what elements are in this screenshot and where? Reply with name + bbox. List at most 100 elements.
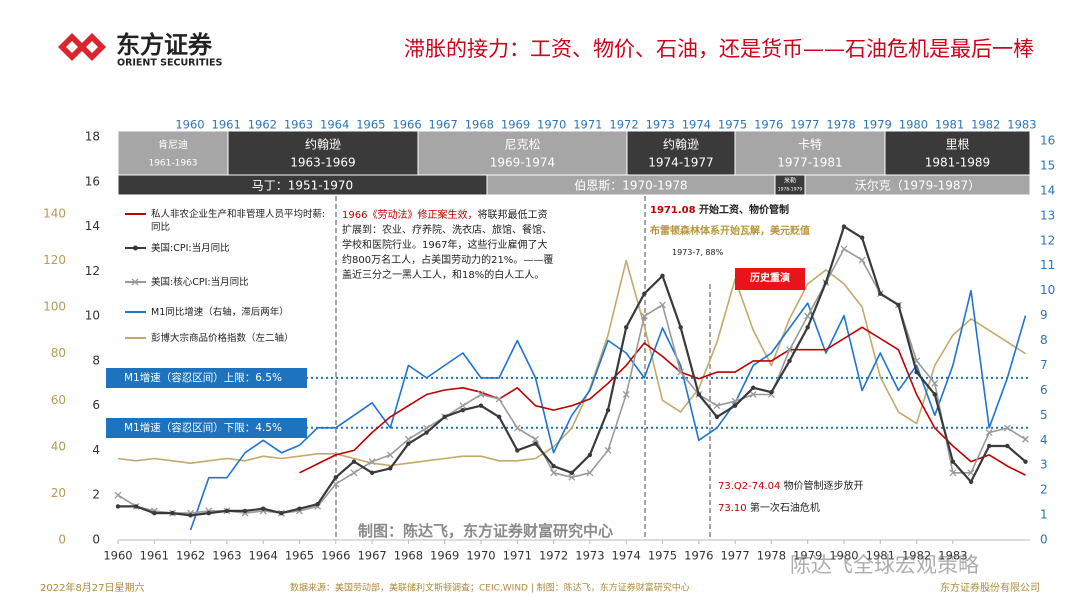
point bbox=[496, 414, 502, 420]
x-tick-label: 1980 bbox=[829, 549, 858, 563]
point bbox=[914, 369, 919, 375]
point bbox=[949, 469, 957, 477]
point bbox=[460, 407, 466, 413]
top-x-tick-label: 1965 bbox=[356, 118, 385, 132]
point bbox=[696, 392, 701, 397]
y3-tick-label: 40 bbox=[51, 439, 66, 453]
point bbox=[931, 379, 939, 387]
y2-tick-label: 12 bbox=[1040, 233, 1055, 247]
series-line bbox=[117, 259, 1026, 467]
point bbox=[459, 402, 467, 410]
release-text: 物价管制逐步放开 bbox=[783, 481, 864, 492]
point bbox=[659, 301, 666, 309]
top-x-tick-label: 1964 bbox=[320, 118, 349, 132]
top-x-tick-label: 1983 bbox=[1007, 118, 1036, 132]
point bbox=[533, 441, 538, 446]
top-x-tick-label: 1982 bbox=[971, 118, 1000, 132]
x-tick-label: 1961 bbox=[140, 549, 169, 563]
fed-name: 沃尔克（1979-1987） bbox=[855, 178, 980, 193]
top-x-tick-label: 1961 bbox=[212, 118, 241, 132]
point bbox=[967, 469, 975, 477]
law-note: 1966《劳动法》修正案生效，将联邦最低工资扩展到：农业、疗养院、洗衣店、旅馆、… bbox=[342, 208, 554, 283]
y2-tick-label: 3 bbox=[1040, 458, 1048, 472]
point bbox=[823, 280, 829, 285]
president-years: 1977-1981 bbox=[777, 156, 842, 170]
control-date: 1971.08 bbox=[650, 205, 696, 216]
point bbox=[587, 452, 593, 458]
control-text: 开始工资、物价管制 bbox=[699, 205, 790, 216]
y2-tick-label: 1 bbox=[1040, 508, 1048, 522]
y3-tick-label: 20 bbox=[51, 486, 66, 500]
president-name: 里根 bbox=[945, 138, 969, 152]
president-band bbox=[417, 130, 628, 176]
y-tick-label: 14 bbox=[85, 219, 100, 233]
top-x-tick-label: 1968 bbox=[465, 118, 494, 132]
point bbox=[786, 346, 794, 354]
logo-en: ORIENT SECURITIES bbox=[117, 58, 223, 69]
law-title: 1966《劳动法》修正案生效， bbox=[342, 210, 478, 221]
president-band bbox=[227, 130, 419, 176]
law-text: 将联邦最低工资扩展到：农业、疗养院、洗衣店、旅馆、餐馆、学校和医院行业。1967… bbox=[342, 210, 554, 281]
point bbox=[805, 325, 810, 330]
president-band bbox=[734, 130, 886, 176]
y2-tick-label: 13 bbox=[1040, 208, 1055, 222]
point bbox=[859, 235, 865, 240]
x-tick-label: 1978 bbox=[757, 549, 786, 563]
point bbox=[605, 407, 611, 413]
point bbox=[985, 429, 993, 436]
president-band bbox=[117, 130, 229, 176]
fed-years: 1978-1979 bbox=[778, 187, 803, 193]
fed-band bbox=[804, 174, 1031, 196]
point bbox=[968, 479, 974, 484]
fed-name: 马丁：1951-1970 bbox=[252, 179, 353, 193]
point bbox=[133, 504, 139, 509]
x-tick-label: 1977 bbox=[720, 549, 749, 563]
peak-note: 1973-7, 88% bbox=[672, 248, 724, 257]
point bbox=[804, 312, 812, 320]
maker-note: 制图：陈达飞，东方证券财富研究中心 bbox=[358, 522, 614, 540]
point bbox=[858, 256, 866, 264]
y2-tick-label: 10 bbox=[1040, 283, 1055, 297]
point bbox=[114, 491, 122, 499]
x-tick-label: 1976 bbox=[684, 549, 713, 563]
point bbox=[678, 325, 683, 330]
y2-tick-label: 9 bbox=[1040, 308, 1048, 322]
series-line bbox=[299, 326, 1026, 476]
point bbox=[586, 469, 594, 477]
point bbox=[751, 385, 756, 390]
point bbox=[170, 510, 175, 516]
top-x-tick-label: 1963 bbox=[284, 118, 313, 132]
x-tick-label: 1970 bbox=[466, 549, 495, 563]
x-tick-label: 1966 bbox=[321, 549, 350, 563]
point bbox=[604, 446, 612, 454]
point bbox=[840, 245, 848, 253]
top-x-tick-label: 1969 bbox=[501, 118, 530, 132]
footer-source: 数据来源：美国劳动部，美联储利文斯顿调查；CEIC,WIND | 制图：陈达飞，… bbox=[290, 582, 690, 594]
top-x-tick-label: 1975 bbox=[718, 118, 747, 132]
y-tick-label: 16 bbox=[85, 174, 100, 188]
point bbox=[206, 510, 211, 516]
president-years: 1974-1977 bbox=[648, 156, 713, 170]
legend-label: 美国:核心CPI:当月同比 bbox=[151, 277, 249, 288]
point bbox=[297, 506, 302, 511]
top-x-tick-label: 1966 bbox=[392, 118, 421, 132]
point bbox=[513, 424, 521, 432]
x-tick-label: 1967 bbox=[357, 549, 386, 563]
point bbox=[714, 414, 720, 420]
top-x-tick-label: 1971 bbox=[573, 118, 602, 132]
top-x-tick-label: 1967 bbox=[429, 118, 458, 132]
oil-text: 第一次石油危机 bbox=[749, 503, 820, 514]
point bbox=[749, 391, 757, 398]
point bbox=[495, 395, 503, 403]
point bbox=[660, 273, 665, 279]
president-band bbox=[884, 130, 1031, 176]
y3-tick-label: 0 bbox=[58, 533, 66, 547]
legend-marker bbox=[131, 278, 139, 286]
oil-date: 73.10 bbox=[718, 503, 747, 514]
president-years: 1969-1974 bbox=[490, 156, 555, 170]
president-name: 肯尼迪 bbox=[158, 138, 188, 151]
point bbox=[550, 469, 558, 477]
y2-tick-label: 4 bbox=[1040, 433, 1048, 447]
president-years: 1981-1989 bbox=[925, 156, 990, 170]
